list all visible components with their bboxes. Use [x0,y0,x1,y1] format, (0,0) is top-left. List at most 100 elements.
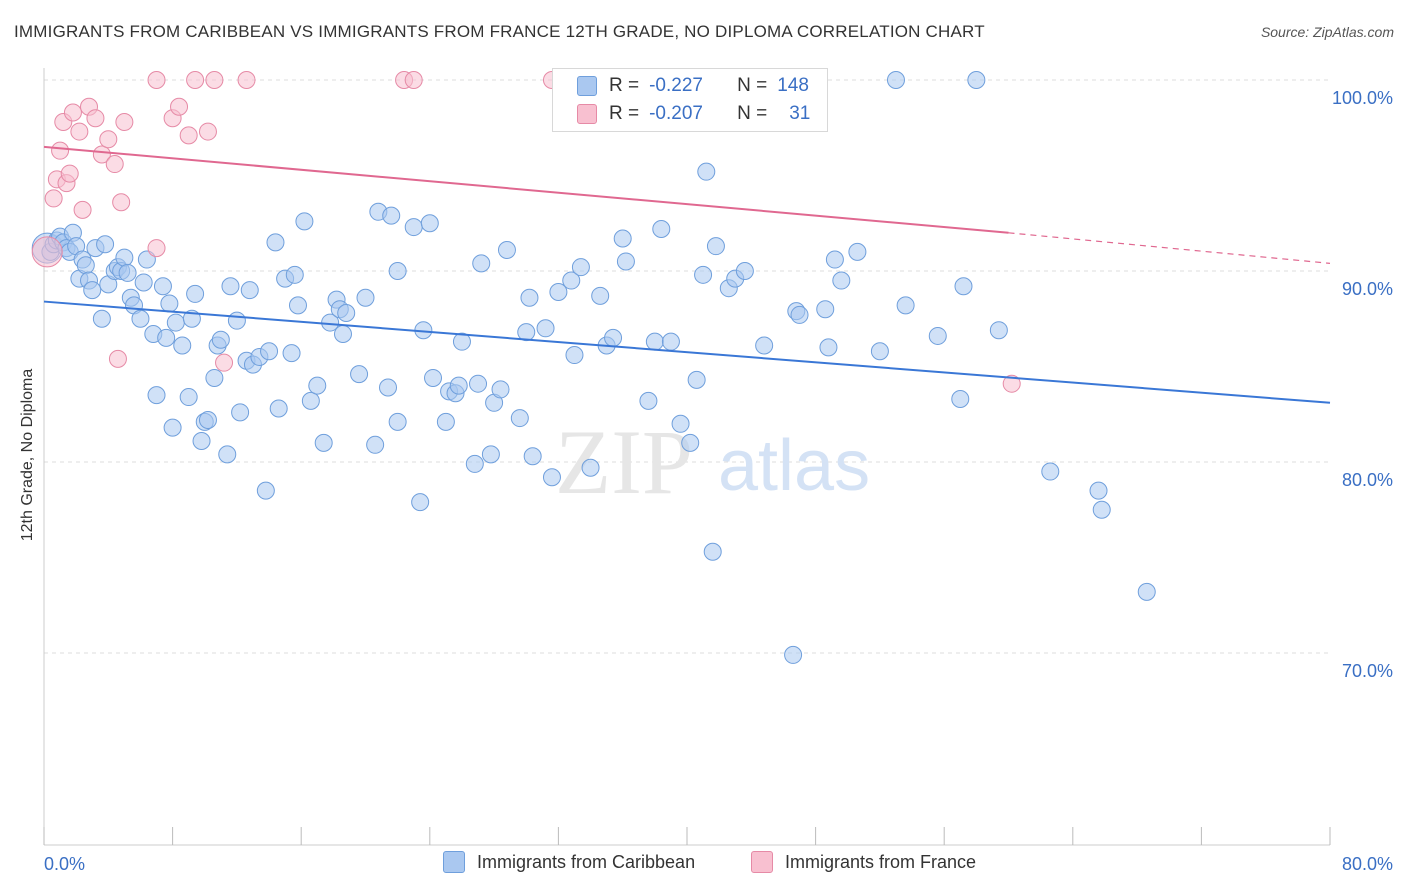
point-caribbean [639,391,658,410]
point-caribbean [192,431,211,450]
point-caribbean [179,388,198,407]
point-caribbean [198,410,217,429]
point-caribbean [118,263,137,282]
point-france [404,71,423,89]
gridlines [44,79,1330,654]
watermark-atlas: atlas [718,426,870,506]
point-france [108,349,127,368]
point-caribbean [314,433,333,452]
point-caribbean [591,286,610,305]
point-france [105,155,124,174]
point-france [215,353,234,372]
point-caribbean [954,277,973,296]
point-caribbean [613,229,632,248]
trend-line-caribbean [43,300,1331,404]
point-caribbean [211,330,230,349]
legend-n-value: 148 [777,75,809,96]
point-caribbean [816,300,835,319]
point-caribbean [571,258,590,277]
point-caribbean [173,336,192,355]
point-caribbean [388,262,407,280]
point-caribbean [452,332,471,351]
source-label: Source: ZipAtlas.com [1260,24,1394,40]
point-france [179,126,198,145]
point-caribbean [497,240,516,259]
point-caribbean [308,376,327,395]
point-caribbean [388,412,407,431]
series-swatch-caribbean [443,851,465,873]
point-caribbean [671,414,690,433]
point-caribbean [366,435,385,454]
point-caribbean [404,218,423,237]
series-label-caribbean: Immigrants from Caribbean [477,851,696,872]
point-france [99,130,118,149]
point-caribbean [166,313,185,332]
legend-r-label: R = [609,75,640,96]
x-tick-label-right: 80.0% [1342,854,1393,874]
correlation-legend: R = -0.227 N = 148 R = -0.207 N = 31 [552,68,828,132]
point-caribbean [694,265,713,284]
point-caribbean [697,162,716,181]
point-caribbean [96,235,115,254]
point-caribbean [491,380,510,399]
point-caribbean [520,288,539,307]
point-caribbean [549,283,568,302]
y-tick-label: 90.0% [1342,279,1393,299]
point-caribbean [1092,500,1111,519]
chart-title: IMMIGRANTS FROM CARIBBEAN VS IMMIGRANTS … [14,22,985,41]
point-caribbean [153,277,172,296]
point-caribbean [240,281,259,300]
point-france [31,236,63,268]
point-france [186,71,205,89]
legend-r-value: -0.227 [649,75,703,96]
point-france [1002,374,1021,393]
point-caribbean [790,305,809,324]
point-caribbean [269,399,288,418]
point-caribbean [115,248,134,267]
point-caribbean [337,304,356,323]
point-france [70,122,89,141]
point-caribbean [424,368,443,387]
point-france [115,113,134,132]
series-legend-france[interactable]: Immigrants from France [751,851,976,873]
legend-row-france: R = -0.207 N = 31 [577,101,810,127]
point-caribbean [951,389,970,408]
point-caribbean [411,493,430,512]
point-caribbean [160,294,179,313]
point-caribbean [989,321,1008,340]
point-caribbean [382,206,401,225]
y-tick-label: 100.0% [1332,88,1393,108]
point-caribbean [848,242,867,261]
point-caribbean [825,250,844,269]
point-caribbean [886,71,905,89]
point-caribbean [735,262,754,280]
point-caribbean [436,412,455,431]
point-caribbean [472,254,491,273]
point-caribbean [819,338,838,357]
point-caribbean [581,458,600,477]
point-caribbean [1089,481,1108,500]
point-caribbean [301,391,320,410]
point-caribbean [832,271,851,290]
point-caribbean [562,271,581,290]
watermark: ZIP atlas [555,411,870,513]
legend-r-value: -0.207 [649,103,703,124]
series-label-france: Immigrants from France [785,851,977,872]
point-caribbean [469,374,488,393]
series-legend: Immigrants from Caribbean Immigrants fro… [0,851,1406,877]
point-france [198,122,217,141]
series-legend-caribbean[interactable]: Immigrants from Caribbean [443,851,695,873]
point-france [170,97,189,116]
point-caribbean [661,332,680,351]
point-caribbean [92,309,111,328]
point-caribbean [481,445,500,464]
trend-line-france-extension [1008,232,1331,264]
point-caribbean [295,212,314,231]
legend-swatch-france [577,104,597,124]
point-caribbean [147,386,166,405]
legend-n-label: N = [737,103,768,124]
axes [43,68,1331,846]
point-caribbean [755,336,774,355]
y-tick-label: 70.0% [1342,661,1393,681]
point-caribbean [205,368,224,387]
